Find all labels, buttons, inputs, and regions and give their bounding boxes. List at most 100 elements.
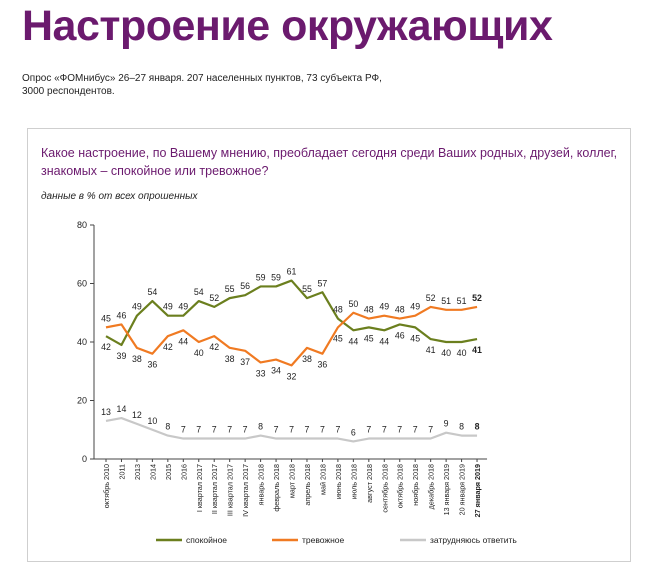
x-tick-label: 13 января 2019 [442, 464, 451, 515]
survey-info: Опрос «ФОМнибус» 26–27 января. 207 насел… [22, 73, 382, 97]
data-label: 7 [227, 425, 232, 435]
x-tick-label: март 2018 [288, 464, 297, 498]
y-tick-label: 60 [77, 279, 87, 289]
data-label: 52 [209, 293, 219, 303]
data-label: 45 [364, 333, 374, 343]
data-label: 8 [475, 422, 480, 432]
data-label: 45 [410, 333, 420, 343]
data-label: 45 [333, 333, 343, 343]
data-label: 49 [410, 302, 420, 312]
data-label: 7 [289, 425, 294, 435]
data-label: 8 [459, 422, 464, 432]
data-label: 40 [457, 348, 467, 358]
data-label: 49 [178, 302, 188, 312]
data-label: 61 [287, 267, 297, 277]
x-tick-label: январь 2018 [257, 464, 266, 505]
data-label: 44 [178, 336, 188, 346]
x-tick-label: февраль 2018 [272, 464, 281, 512]
y-tick-label: 80 [77, 220, 87, 230]
x-tick-label: 27 января 2019 [473, 464, 482, 517]
data-label: 49 [163, 302, 173, 312]
data-label: 54 [194, 287, 204, 297]
data-label: 14 [117, 404, 127, 414]
series-line [105, 279, 478, 347]
data-label: 9 [444, 419, 449, 429]
data-label: 7 [413, 425, 418, 435]
x-tick-label: октябрь 2018 [396, 464, 405, 508]
y-tick-label: 0 [82, 454, 87, 464]
data-label: 7 [196, 425, 201, 435]
data-label: 57 [318, 278, 328, 288]
data-label: 42 [163, 342, 173, 352]
legend-label: затрудняюсь ответить [430, 535, 517, 545]
data-label: 48 [364, 305, 374, 315]
data-label: 48 [333, 305, 343, 315]
data-label: 56 [240, 281, 250, 291]
data-label: 49 [132, 302, 142, 312]
data-label: 49 [379, 302, 389, 312]
x-tick-label: 20 января 2019 [458, 464, 467, 515]
x-tick-label: май 2018 [318, 464, 327, 495]
data-label: 42 [101, 342, 111, 352]
units-note: данные в % от всех опрошенных [41, 191, 198, 202]
x-tick-label: III квартал 2017 [226, 464, 235, 516]
chart-panel: Какое настроение, по Вашему мнению, прео… [27, 128, 631, 562]
x-tick-label: октябрь 2010 [102, 464, 111, 508]
series-line [105, 416, 478, 443]
data-label: 7 [335, 425, 340, 435]
data-label: 55 [225, 284, 235, 294]
data-label: 52 [426, 293, 436, 303]
x-tick-label: 2014 [148, 464, 157, 480]
data-label: 38 [302, 354, 312, 364]
data-label: 7 [212, 425, 217, 435]
data-label: 10 [147, 416, 157, 426]
x-tick-label: I квартал 2017 [195, 464, 204, 512]
data-label: 7 [428, 425, 433, 435]
data-label: 45 [101, 313, 111, 323]
x-tick-label: 2015 [164, 464, 173, 480]
data-label: 37 [240, 357, 250, 367]
data-label: 7 [320, 425, 325, 435]
data-label: 55 [302, 284, 312, 294]
data-label: 8 [258, 422, 263, 432]
data-label: 7 [305, 425, 310, 435]
data-label: 7 [397, 425, 402, 435]
data-label: 44 [348, 336, 358, 346]
data-label: 40 [194, 348, 204, 358]
y-tick-label: 40 [77, 337, 87, 347]
y-tick-label: 20 [77, 396, 87, 406]
data-label: 46 [395, 330, 405, 340]
data-label: 7 [181, 425, 186, 435]
data-label: 6 [351, 427, 356, 437]
data-label: 50 [348, 299, 358, 309]
page-title: Настроение окружающих [22, 2, 553, 50]
x-tick-label: IV квартал 2017 [241, 464, 250, 517]
data-label: 38 [132, 354, 142, 364]
data-label: 32 [287, 371, 297, 381]
line-chart: 0 20 40 60 80 октябрь 2010 2011 2013 2014 2015 201… [77, 220, 517, 545]
x-tick-label: декабрь 2018 [427, 464, 436, 509]
data-label: 41 [472, 345, 482, 355]
data-label: 54 [147, 287, 157, 297]
x-tick-label: 2011 [117, 464, 126, 479]
data-label: 7 [366, 425, 371, 435]
data-label: 52 [472, 293, 482, 303]
x-tick-label: II квартал 2017 [210, 464, 219, 514]
data-label: 34 [271, 366, 281, 376]
x-tick-label: 2016 [179, 464, 188, 480]
data-label: 44 [379, 336, 389, 346]
x-tick-label: август 2018 [365, 464, 374, 503]
x-tick-label: ноябрь 2018 [411, 464, 420, 506]
data-label: 51 [457, 296, 467, 306]
x-tick-label: 2013 [133, 464, 142, 480]
data-label: 7 [243, 425, 248, 435]
legend-label: спокойное [186, 535, 227, 545]
x-tick-label: сентябрь 2018 [380, 464, 389, 513]
data-label: 7 [382, 425, 387, 435]
data-label: 59 [271, 272, 281, 282]
x-tick-label: июнь 2018 [334, 464, 343, 499]
data-label: 36 [147, 360, 157, 370]
data-label: 7 [274, 425, 279, 435]
data-label: 12 [132, 410, 142, 420]
data-label: 8 [165, 422, 170, 432]
